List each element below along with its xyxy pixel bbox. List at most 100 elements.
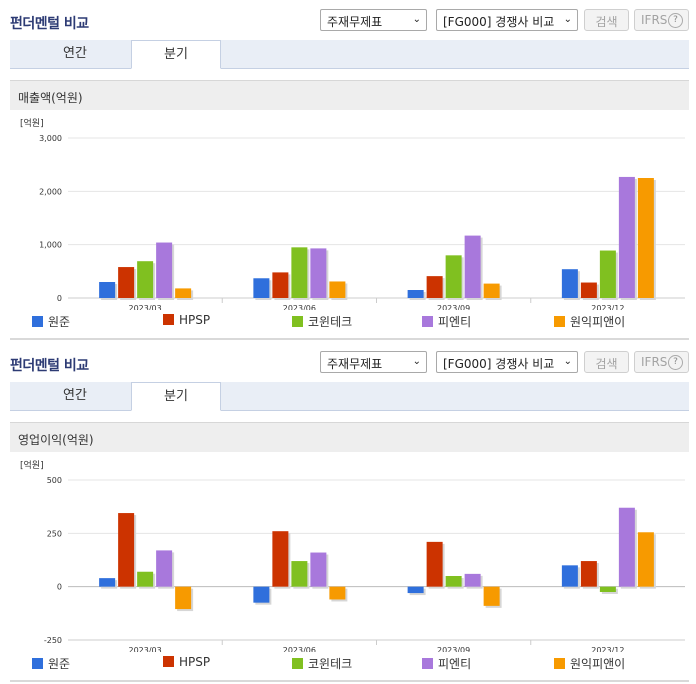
compare-select-value: [FG000] 경쟁사 비교 (443, 357, 555, 371)
y-tick-label: 500 (47, 476, 62, 485)
bar-1 (407, 586, 424, 594)
divider (10, 338, 689, 340)
bar-5 (483, 283, 500, 298)
bar-2 (118, 267, 135, 298)
legend-item[interactable]: 원준 (32, 655, 70, 672)
bar-4 (156, 242, 173, 298)
legend-item[interactable]: 원익피앤이 (554, 313, 625, 330)
statement-select-value: 주재무제표 (327, 15, 383, 29)
legend-item[interactable]: 원익피앤이 (554, 655, 625, 672)
fundamental-compare-panel-op-income: 펀더멘털 비교 주재무제표 ⌄ [FG000] 경쟁사 비교 ⌄ 검색 IFRS… (0, 342, 696, 684)
panel-header: 펀더멘털 비교 주재무제표 ⌄ [FG000] 경쟁사 비교 ⌄ 검색 IFRS… (0, 0, 696, 40)
chevron-down-icon: ⌄ (563, 14, 572, 25)
legend-label: 원준 (48, 657, 71, 671)
x-tick-label: 2023/06 (283, 646, 316, 652)
help-icon[interactable]: ? (668, 13, 683, 28)
bar-4 (464, 235, 481, 298)
chart-subtitle: 매출액(억원) (18, 91, 83, 105)
legend-label: 피엔티 (438, 315, 472, 329)
bar-1 (561, 269, 578, 298)
bar-2 (118, 513, 135, 587)
legend-swatch (292, 658, 303, 669)
bar-2 (426, 276, 443, 298)
operating-income-chart-svg: [억원] -250 0 250 500 2023/03 2023/06 2023/09 2023… (20, 459, 685, 655)
statement-select[interactable]: 주재무제표 ⌄ (320, 9, 427, 31)
panel-title: 펀더멘털 비교 (10, 16, 89, 32)
ifrs-label: IFRS (641, 355, 668, 369)
bar-2 (580, 561, 597, 587)
legend-item[interactable]: 피엔티 (422, 655, 471, 672)
bar-1 (99, 282, 116, 298)
bar-3 (445, 576, 462, 587)
legend-item[interactable]: HPSP (163, 655, 210, 669)
legend-label: 코윈테크 (308, 315, 353, 329)
fundamental-compare-panel-sales: 펀더멘털 비교 주재무제표 ⌄ [FG000] 경쟁사 비교 ⌄ 검색 IFRS… (0, 0, 696, 340)
bar-5 (175, 288, 192, 298)
tab-quarterly[interactable]: 분기 (131, 382, 221, 411)
search-button[interactable]: 검색 (584, 9, 629, 31)
statement-select-value: 주재무제표 (327, 357, 383, 371)
bar-3 (599, 250, 616, 298)
legend-item[interactable]: 코윈테크 (292, 313, 352, 330)
bar-4 (310, 552, 327, 587)
legend-label: 피엔티 (438, 657, 472, 671)
y-tick-label: 3,000 (39, 134, 62, 143)
legend-item[interactable]: HPSP (163, 313, 210, 327)
bar-5 (329, 586, 346, 600)
chart-legend: 원준 HPSP 코윈테크 피엔티 원익피앤이 (10, 313, 689, 331)
search-button[interactable]: 검색 (584, 351, 629, 373)
x-tick-label: 2023/09 (437, 646, 470, 652)
legend-label: HPSP (179, 313, 211, 327)
legend-swatch (292, 316, 303, 327)
legend-swatch (422, 658, 433, 669)
chart-subtitle: 영업이익(억원) (18, 433, 94, 447)
panel-title: 펀더멘털 비교 (10, 358, 89, 374)
bar-1 (99, 578, 116, 587)
bar-3 (137, 571, 154, 587)
bar-2 (272, 531, 289, 587)
bar-5 (483, 586, 500, 606)
y-tick-label: -250 (44, 636, 62, 645)
bar-4 (618, 176, 635, 298)
sales-chart-svg: [억원] 0 1,000 2,000 3,000 2023/03 2023/06 2023/0… (20, 117, 685, 313)
help-icon[interactable]: ? (668, 355, 683, 370)
ifrs-label: IFRS (641, 13, 668, 27)
x-tick-label: 2023/06 (283, 304, 316, 310)
chevron-down-icon: ⌄ (412, 356, 421, 367)
legend-item[interactable]: 원준 (32, 313, 70, 330)
tab-quarterly[interactable]: 분기 (131, 40, 221, 69)
bar-3 (291, 561, 308, 587)
tab-annual[interactable]: 연간 (63, 46, 87, 61)
period-tabs: 연간 분기 (10, 40, 689, 69)
legend-item[interactable]: 코윈테크 (292, 655, 352, 672)
bar-3 (599, 586, 616, 592)
bar-2 (426, 541, 443, 587)
tab-annual[interactable]: 연간 (63, 388, 87, 403)
bar-4 (156, 550, 173, 587)
bar-2 (580, 282, 597, 298)
panel-header: 펀더멘털 비교 주재무제표 ⌄ [FG000] 경쟁사 비교 ⌄ 검색 IFRS… (0, 342, 696, 382)
bar-1 (253, 278, 270, 298)
y-tick-label: 1,000 (39, 241, 62, 250)
legend-item[interactable]: 피엔티 (422, 313, 471, 330)
legend-swatch (554, 316, 565, 327)
ifrs-button[interactable]: IFRS ? (634, 9, 689, 31)
legend-swatch (163, 656, 174, 667)
bar-3 (137, 261, 154, 298)
y-tick-label: 250 (47, 529, 62, 538)
y-tick-label: 0 (57, 294, 62, 303)
ifrs-button[interactable]: IFRS ? (634, 351, 689, 373)
y-tick-label: 2,000 (39, 187, 62, 196)
x-tick-label: 2023/03 (129, 646, 162, 652)
compare-select[interactable]: [FG000] 경쟁사 비교 ⌄ (436, 351, 578, 373)
chart-legend: 원준 HPSP 코윈테크 피엔티 원익피앤이 (10, 655, 689, 673)
statement-select[interactable]: 주재무제표 ⌄ (320, 351, 427, 373)
bar-1 (407, 290, 424, 298)
chevron-down-icon: ⌄ (412, 14, 421, 25)
compare-select[interactable]: [FG000] 경쟁사 비교 ⌄ (436, 9, 578, 31)
bar-5 (637, 178, 654, 298)
chevron-down-icon: ⌄ (563, 356, 572, 367)
x-tick-label: 2023/03 (129, 304, 162, 310)
legend-label: HPSP (179, 655, 211, 669)
x-tick-label: 2023/09 (437, 304, 470, 310)
